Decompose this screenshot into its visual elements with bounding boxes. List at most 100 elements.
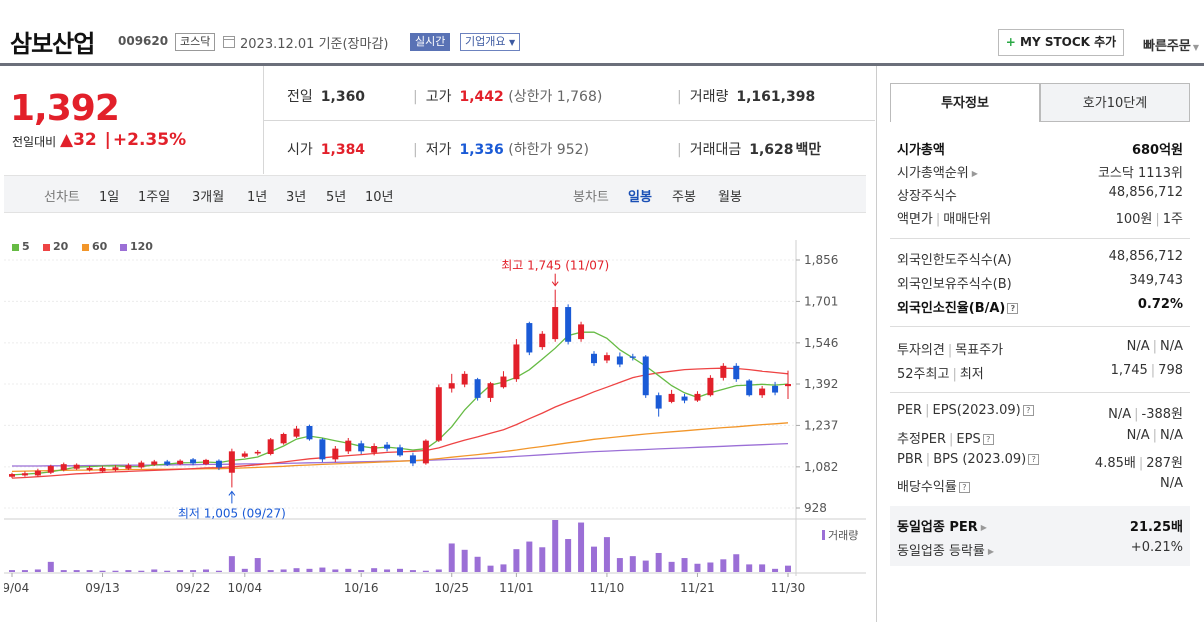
volume-bar xyxy=(409,570,416,572)
market-cap-label: 시가총액 xyxy=(897,143,945,158)
market-cap-rank-label: 시가총액순위 xyxy=(897,166,969,181)
candle-period-daily[interactable]: 일봉 xyxy=(628,190,652,205)
help-icon[interactable]: ? xyxy=(982,434,994,445)
candle-body xyxy=(759,388,766,396)
open-price: 시가 1,384 xyxy=(287,139,365,159)
candle-body xyxy=(539,333,546,348)
candle-period-weekly[interactable]: 주봉 xyxy=(672,190,696,205)
volume-bar xyxy=(565,539,572,572)
add-mystock-button[interactable]: + MY STOCK 추가 xyxy=(998,29,1124,56)
volume-bar xyxy=(215,570,222,572)
volume-bar xyxy=(461,549,468,572)
line-period-1w[interactable]: 1주일 xyxy=(138,190,171,205)
y-tick-label: 1,237 xyxy=(804,418,838,432)
sector-per-row[interactable]: 동일업종 PER ▶ 21.25배 xyxy=(897,516,1183,536)
company-overview-button[interactable]: 기업개요 ▼ xyxy=(460,33,521,51)
candle-body xyxy=(34,470,41,476)
separator: | xyxy=(949,432,954,447)
help-icon[interactable]: ? xyxy=(1007,303,1019,314)
volume-bar xyxy=(177,570,184,572)
candle-body xyxy=(73,464,80,469)
x-tick-label: 11/01 xyxy=(499,581,534,595)
sector-change-row[interactable]: 동일업종 등락률 ▶ +0.21% xyxy=(897,540,1183,560)
max-arrow-head xyxy=(551,281,559,287)
market-cap-rank-row[interactable]: 시가총액순위 ▶ 코스닥 1113위 xyxy=(897,162,1183,182)
legend-ma20: 20 xyxy=(43,240,68,253)
info-row-divider xyxy=(263,120,875,121)
tab-investment-info[interactable]: 투자정보 xyxy=(890,83,1040,122)
chevron-right-icon: ▶ xyxy=(971,169,978,178)
volume-bar xyxy=(371,568,378,572)
volume-bar xyxy=(164,570,171,572)
y-tick-label: 1,856 xyxy=(804,253,838,267)
realtime-button[interactable]: 실시간 xyxy=(410,33,451,51)
legend-ma60: 60 xyxy=(82,240,107,253)
candle-body xyxy=(591,353,597,364)
volume-bar xyxy=(720,559,727,572)
help-icon[interactable]: ? xyxy=(1028,454,1040,465)
candle-body xyxy=(448,383,455,389)
volume-value: 1,161,398 xyxy=(736,89,816,105)
pbr-value: 4.85배 xyxy=(1094,456,1136,471)
candle-body xyxy=(332,448,339,460)
help-icon[interactable]: ? xyxy=(958,482,970,493)
legend-ma60-swatch xyxy=(82,243,89,251)
volume-label: 거래량 xyxy=(689,89,729,105)
y-tick-label: 1,546 xyxy=(804,336,838,350)
volume-bar xyxy=(603,537,610,572)
volume-bar xyxy=(267,570,274,572)
legend-ma5-label: 5 xyxy=(22,240,30,253)
x-tick-label: 10/04 xyxy=(228,581,263,595)
candle-body xyxy=(151,461,158,465)
volume-bar xyxy=(125,570,132,572)
volume-bar xyxy=(241,568,248,572)
line-period-3m[interactable]: 3개월 xyxy=(192,190,225,205)
separator: | xyxy=(1138,456,1144,471)
volume-bar xyxy=(694,563,701,572)
volume-bar xyxy=(668,561,675,572)
est-per-value: N/A xyxy=(1126,428,1150,443)
help-icon[interactable]: ? xyxy=(1022,405,1034,416)
volume-bar xyxy=(60,570,67,572)
lower-limit: (하한가 952) xyxy=(508,142,589,158)
legend-ma20-label: 20 xyxy=(53,240,69,253)
w52-row: 52주최고 | 최저 1,745 | 798 xyxy=(897,363,1183,383)
chevron-down-icon: ▼ xyxy=(508,38,516,47)
volume-bar xyxy=(138,570,145,572)
prev-close-value: 1,360 xyxy=(320,89,366,105)
w52-high-value: 1,745 xyxy=(1110,363,1148,378)
quick-order-button[interactable]: 빠른주문 ▼ xyxy=(1143,35,1199,54)
min-arrow-head xyxy=(228,490,236,496)
trade-unit-label: 매매단위 xyxy=(943,212,992,227)
line-period-3y[interactable]: 3년 xyxy=(286,190,307,205)
y-tick-label: 1,392 xyxy=(804,377,838,391)
ma60-line xyxy=(11,422,789,473)
candle-body xyxy=(681,396,688,401)
candle-body xyxy=(241,453,248,457)
separator: | xyxy=(925,452,931,467)
est-per-row: 추정PER | EPS? N/A | N/A xyxy=(897,428,1183,448)
candle-period-monthly[interactable]: 월봉 xyxy=(718,190,742,205)
separator: | xyxy=(1152,428,1157,443)
volume: | 거래량 1,161,398 xyxy=(677,89,816,105)
period-bar: 선차트 1일 1주일 3개월 1년 3년 5년 10년 봉차트 일봉 주봉 월봉 xyxy=(4,175,866,213)
tab-order-book[interactable]: 호가10단계 xyxy=(1040,83,1190,122)
market-cap-rank-value: 코스닥 1113위 xyxy=(1097,166,1183,181)
line-period-1y[interactable]: 1년 xyxy=(247,190,268,205)
line-period-5y[interactable]: 5년 xyxy=(326,190,347,205)
line-period-1d[interactable]: 1일 xyxy=(99,190,120,205)
line-period-10y[interactable]: 10년 xyxy=(365,190,394,205)
low-price-value: 1,336 xyxy=(459,142,504,158)
volume-legend-label: 거래량 xyxy=(828,529,858,542)
chevron-down-icon: ▼ xyxy=(1192,43,1199,52)
dividend-row: 배당수익률? N/A xyxy=(897,476,1183,496)
plus-icon: + xyxy=(1005,35,1016,49)
price-chart[interactable]: 1,856 1,701 1,546 1,392 1,237 1,082 928 09/04 09… xyxy=(4,230,870,610)
separator: | xyxy=(952,367,957,382)
volume-bar xyxy=(746,564,753,572)
face-value-row: 액면가 | 매매단위 100원 | 1주 xyxy=(897,208,1183,228)
opinion-row: 투자의견 | 목표주가 N/A | N/A xyxy=(897,339,1183,359)
volume-bar xyxy=(435,569,442,572)
separator: | xyxy=(935,212,941,227)
w52-low-value: 798 xyxy=(1158,363,1183,378)
